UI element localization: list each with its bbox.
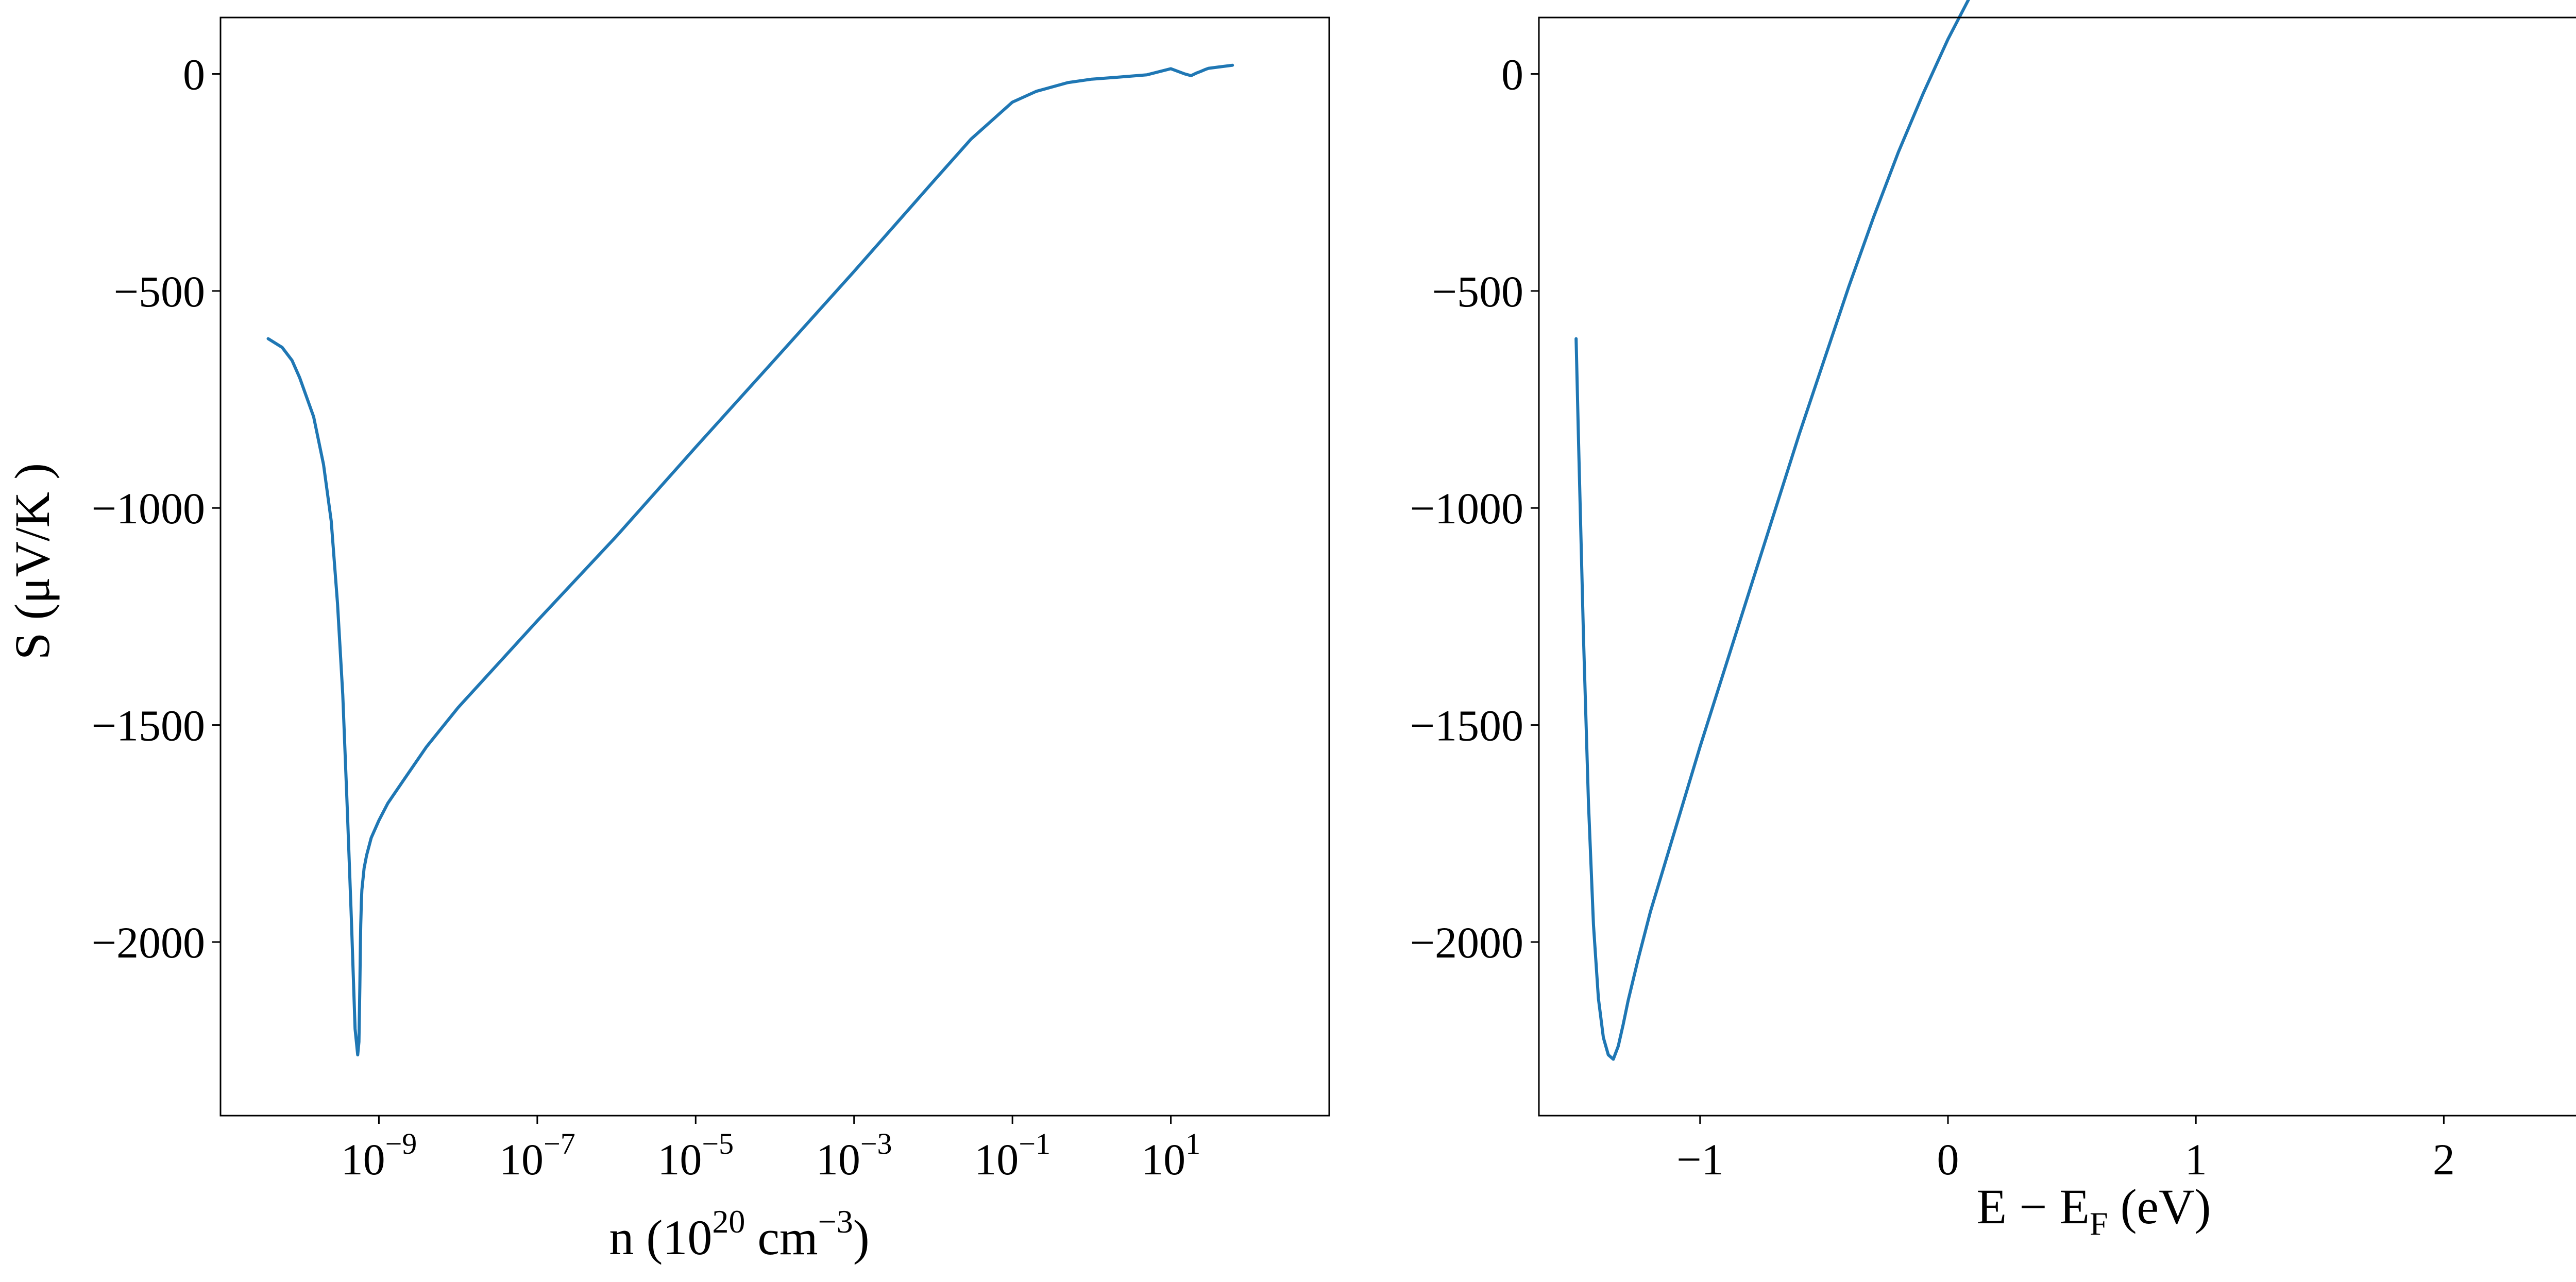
right-y-tick-label: −1000: [1410, 484, 1523, 533]
left-y-tick-label: −500: [113, 267, 205, 316]
left-y-tick-label: −2000: [91, 918, 205, 967]
left-axes-frame: [219, 16, 1330, 1117]
right-y-tick-label: 0: [1501, 50, 1523, 99]
right-x-axis-label: E − EF (eV): [1977, 1179, 2211, 1242]
left-y-tick-label: −1500: [91, 701, 205, 750]
right-x-tick-label: 2: [2433, 1135, 2455, 1184]
left-y-axis-label: S (μV/K ): [5, 463, 60, 660]
left-y-tick-label: 0: [183, 50, 205, 99]
left-y-tick-label: −1000: [91, 484, 205, 533]
left-x-tick-label: 101: [1141, 1127, 1200, 1184]
left-x-tick-label: 10−1: [974, 1127, 1050, 1184]
left-x-tick-label: 10−3: [816, 1127, 892, 1184]
left-panel-seebeck-vs-carrier-concentration: 0 −500 −1000 −1500 −2000 10−9 10−7 10−5 10−3 10−1…: [91, 16, 1330, 1184]
left-x-tick-label: 10−9: [341, 1127, 417, 1184]
right-y-tick-label: −500: [1432, 267, 1523, 316]
right-y-tick-label: −2000: [1410, 918, 1523, 967]
left-series-line-0: [266, 63, 1234, 1056]
right-panel-seebeck-vs-energy: 0 −500 −1000 −1500 −2000 −1 0 1 2: [1410, 0, 2576, 1184]
left-x-axis-label: n (1020 cm−3): [609, 1203, 869, 1265]
right-x-tick-label: 0: [1937, 1135, 1959, 1184]
right-series-line-0: [1574, 0, 1970, 1061]
right-axes-frame: [1538, 16, 2576, 1117]
right-y-tick-label: −1500: [1410, 701, 1523, 750]
right-x-tick-label: 1: [2185, 1135, 2207, 1184]
left-x-tick-label: 10−5: [657, 1127, 734, 1184]
left-x-tick-label: 10−7: [499, 1127, 575, 1184]
right-x-tick-label: −1: [1676, 1135, 1724, 1184]
